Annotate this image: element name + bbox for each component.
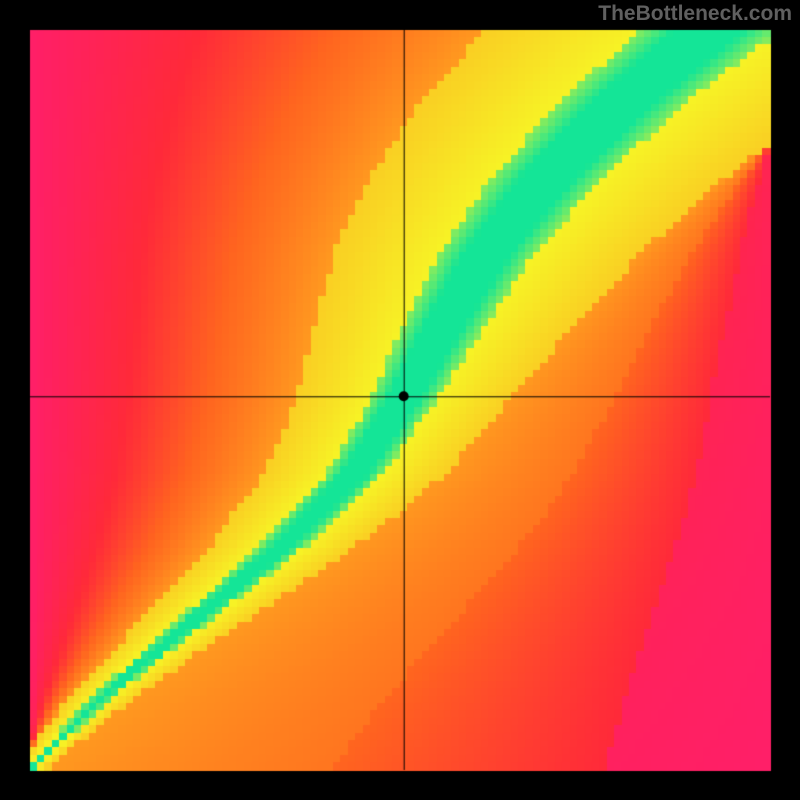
heatmap-canvas	[0, 0, 800, 800]
chart-container: TheBottleneck.com	[0, 0, 800, 800]
watermark-text: TheBottleneck.com	[598, 2, 792, 26]
